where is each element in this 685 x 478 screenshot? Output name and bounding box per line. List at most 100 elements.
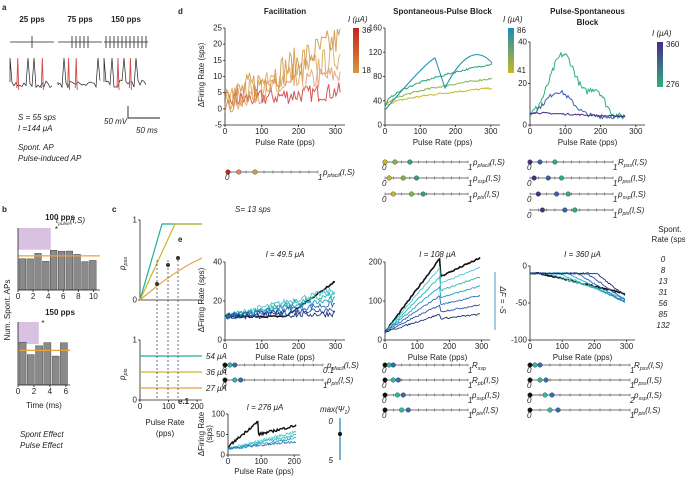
rate-label: 25 pps <box>19 15 45 24</box>
legend-entry: 13 <box>659 277 668 286</box>
subscript: pfacil <box>330 366 344 372</box>
x-tick-label: 100 <box>162 402 176 411</box>
axis-title: Pulse Rate (pps) <box>255 138 315 147</box>
param-min: 0 <box>382 179 387 188</box>
param-max: 1 <box>468 381 472 390</box>
axis-title: Pulse Rate (pps) <box>553 353 613 362</box>
voltage-trace <box>103 57 147 88</box>
param-label: ppis(I,S) <box>326 376 354 387</box>
x-tick-label: 200 <box>288 457 302 466</box>
param-dot <box>400 175 406 181</box>
param-label: pssp(I,S) <box>471 391 500 402</box>
param-label: ppis <box>118 368 129 381</box>
param-dot <box>225 169 231 175</box>
rate-note: S= 13 sps <box>235 205 271 214</box>
pss-curve <box>139 223 202 301</box>
spont-ap <box>16 57 20 91</box>
label: 5 <box>329 456 334 465</box>
spont-ap <box>67 57 71 91</box>
y-tick-label: 160 <box>369 24 383 33</box>
param-min: 0 <box>527 163 532 172</box>
param-dot <box>222 377 228 383</box>
axis-title: Num. Spont. APs <box>3 280 12 341</box>
histogram-bar <box>60 342 68 386</box>
trace <box>224 44 341 110</box>
histogram-bar <box>43 342 52 386</box>
argument: ) <box>346 405 350 414</box>
subscript: pis <box>637 411 645 417</box>
trace <box>529 111 626 118</box>
x-tick-label: 300 <box>629 127 643 136</box>
param-dot <box>386 175 392 181</box>
param-min: 0 <box>225 173 230 182</box>
symbol: R <box>472 376 478 385</box>
panel-title: Pulse-Spontaneous <box>550 7 625 16</box>
x-tick-label: 0 <box>223 127 228 136</box>
x-tick-label: 0 <box>528 127 533 136</box>
panel-title: I = 108 μA <box>419 250 456 259</box>
label: Pulse Rate <box>145 418 185 427</box>
legend-entry: 0 <box>661 255 666 264</box>
panel-label: e.1 <box>178 397 190 406</box>
histogram-bar <box>18 341 27 386</box>
label: 150 pps <box>45 308 75 317</box>
subscript: pfacil <box>326 173 340 179</box>
symbol: p <box>326 376 332 385</box>
rate-label: 75 pps <box>67 15 93 24</box>
trace <box>225 307 336 321</box>
param-dot <box>547 407 553 413</box>
trace <box>529 51 626 120</box>
trace <box>384 304 481 334</box>
symbol: p <box>472 190 478 199</box>
param-dot <box>552 159 558 165</box>
param-dot <box>407 159 413 165</box>
argument: (I,S) <box>486 174 501 183</box>
label: 50 mV <box>104 117 128 126</box>
symbol: p <box>472 174 478 183</box>
param-min: 0 <box>527 211 532 220</box>
subscript: pis <box>330 381 338 387</box>
trace <box>529 271 626 295</box>
colorbar <box>353 28 359 73</box>
y-tick-label: 10 <box>213 72 222 81</box>
legend-title: Rate (sps) <box>652 235 685 244</box>
y-tick-label: 40 <box>213 258 222 267</box>
symbol: R <box>472 361 478 370</box>
y-tick-label: 40 <box>518 38 527 47</box>
param-max: 1 <box>468 411 472 420</box>
histogram-bar <box>89 260 97 291</box>
subscript: pb <box>477 381 484 387</box>
param-label: Rpb(I,S) <box>472 376 499 387</box>
argument: (I,S) <box>485 391 500 400</box>
axis-title: ΔFiring Rate (sps) <box>197 267 206 332</box>
x-tick-label: 300 <box>484 127 498 136</box>
x-tick-label: 100 <box>411 342 425 351</box>
param-label: tpulse(I,S) <box>56 216 85 227</box>
y-tick-label: 0 <box>133 396 138 405</box>
subscript: ssp <box>476 396 484 402</box>
param-dot <box>382 377 388 383</box>
trace <box>529 272 626 301</box>
subscript: pfacil <box>476 163 490 169</box>
subscript: pulse <box>57 221 70 227</box>
param-min: 0 <box>527 381 532 390</box>
y-tick-label: -100 <box>511 336 528 345</box>
legend-entry: Pulse-induced AP <box>18 154 82 163</box>
y-tick-label: 0 <box>523 262 528 271</box>
symbol: p <box>617 190 623 199</box>
legend-entry: 85 <box>659 310 668 319</box>
param-max: 1 <box>468 163 472 172</box>
x-tick-label: 0 <box>16 292 21 301</box>
param-label: ppss <box>118 257 129 271</box>
symbol: p <box>617 174 623 183</box>
intersection <box>176 256 180 260</box>
symbol: p <box>326 361 332 370</box>
marker: * <box>41 319 44 328</box>
param-dot <box>527 377 533 383</box>
param-dot <box>238 377 244 383</box>
trace <box>224 310 336 320</box>
legend-entry: 27 μA <box>205 384 227 393</box>
y-tick-label: 0 <box>378 336 383 345</box>
x-tick-label: 0 <box>138 402 143 411</box>
x-tick-label: 2 <box>32 387 37 396</box>
